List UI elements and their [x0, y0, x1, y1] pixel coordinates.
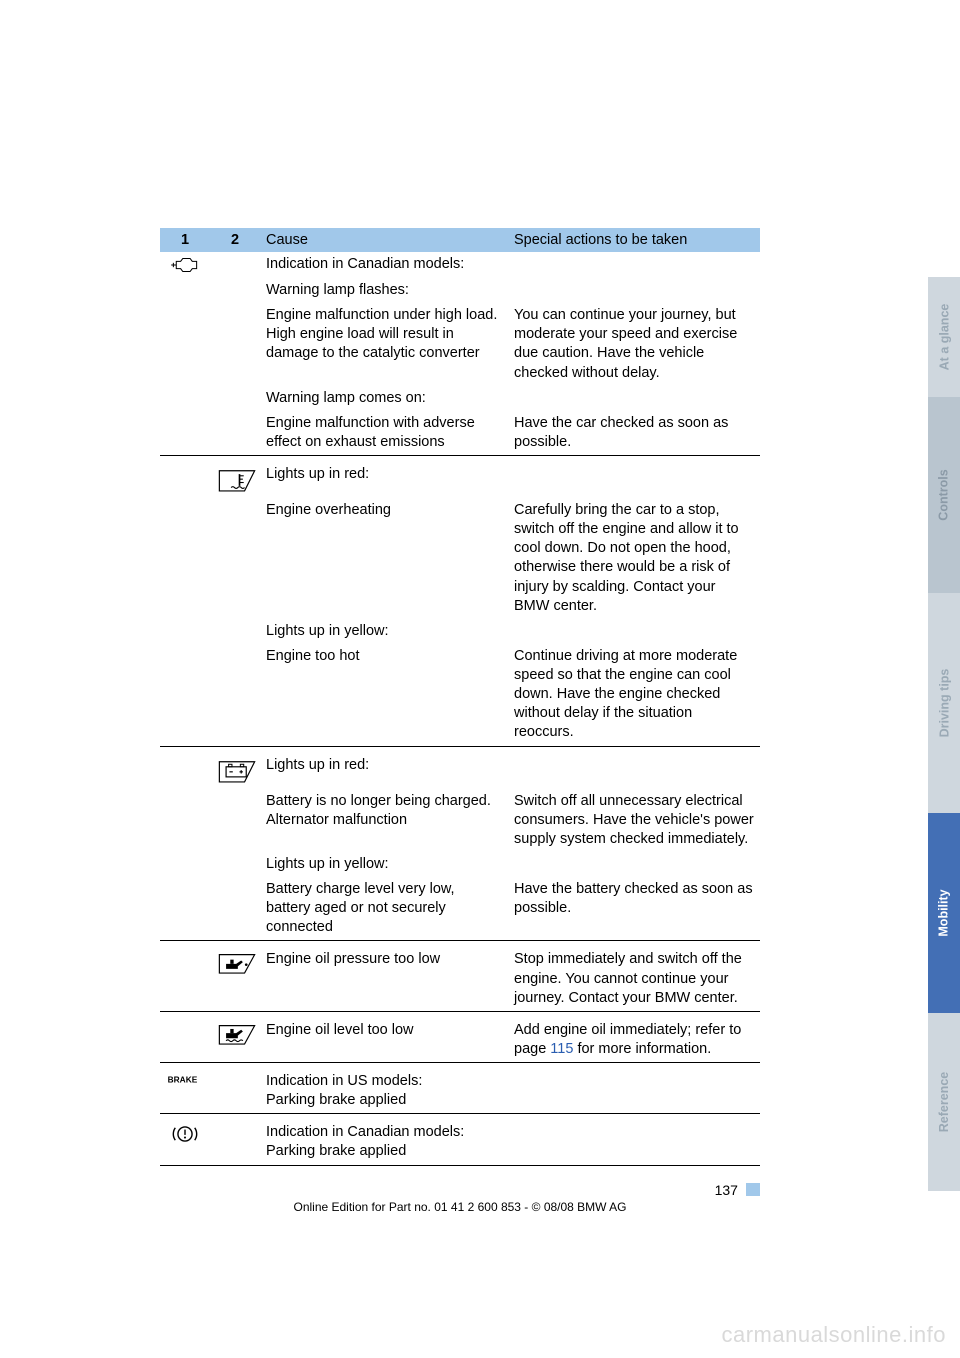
header-col-2: 2	[210, 228, 260, 252]
table-row: Engine oil pressure too lowStop immediat…	[160, 947, 760, 1011]
table-row: Warning lamp flashes:	[160, 278, 760, 303]
action-cell	[508, 278, 760, 303]
action-cell	[508, 852, 760, 877]
temperature-icon	[216, 465, 258, 495]
table-row: Engine too hotContinue driving at more m…	[160, 644, 760, 746]
side-tab-driving-tips[interactable]: Driving tips	[928, 593, 960, 813]
cause-cell: Indication in Canadian models:	[260, 252, 508, 278]
cause-cell: Engine oil pressure too low	[260, 947, 508, 1011]
brake-text-icon: BRAKE	[166, 1072, 206, 1088]
online-edition-line: Online Edition for Part no. 01 41 2 600 …	[160, 1200, 760, 1214]
header-action: Special actions to be taken	[508, 228, 760, 252]
oilcan-icon	[216, 950, 258, 976]
cause-cell: Engine too hot	[260, 644, 508, 746]
table-row: Lights up in red:	[160, 753, 760, 789]
cause-cell: Lights up in red:	[260, 753, 508, 789]
action-cell	[508, 252, 760, 278]
header-col-1: 1	[160, 228, 210, 252]
cause-cell: Engine oil level too low	[260, 1018, 508, 1063]
table-header-row: 1 2 Cause Special actions to be taken	[160, 228, 760, 252]
table-row: Lights up in red:	[160, 462, 760, 498]
content: 1 2 Cause Special actions to be taken In…	[160, 228, 760, 1172]
page-number-block: 137	[160, 1182, 760, 1199]
cause-cell: Warning lamp flashes:	[260, 278, 508, 303]
action-cell	[508, 1120, 760, 1165]
cause-cell: Lights up in yellow:	[260, 852, 508, 877]
table-row: BRAKE Indication in US models:Parking bra…	[160, 1069, 760, 1114]
table-row: Engine overheatingCarefully bring the ca…	[160, 498, 760, 619]
table-row: Battery is no longer being charged. Alte…	[160, 789, 760, 852]
action-cell	[508, 619, 760, 644]
warning-lamp-table: 1 2 Cause Special actions to be taken In…	[160, 228, 760, 1172]
table-row: Lights up in yellow:	[160, 619, 760, 644]
side-tab-reference[interactable]: Reference	[928, 1013, 960, 1191]
cause-cell: Warning lamp comes on:	[260, 386, 508, 411]
watermark: carmanualsonline.info	[721, 1322, 946, 1348]
cause-cell: Lights up in yellow:	[260, 619, 508, 644]
table-row: Battery charge level very low, battery a…	[160, 877, 760, 941]
table-row: Warning lamp comes on:	[160, 386, 760, 411]
side-tab-at-a-glance[interactable]: At a glance	[928, 277, 960, 397]
cause-cell: Engine overheating	[260, 498, 508, 619]
side-tab-label: Reference	[937, 1072, 951, 1132]
cause-cell: Battery charge level very low, battery a…	[260, 877, 508, 941]
side-tab-label: Mobility	[937, 889, 951, 936]
page: At a glance Controls Driving tips Mobility R…	[0, 0, 960, 1358]
page-number: 137	[715, 1182, 738, 1198]
action-cell: Have the battery checked as soon as poss…	[508, 877, 760, 941]
action-cell: Have the car checked as soon as possible…	[508, 411, 760, 456]
cause-cell: Engine malfunction under high load. High…	[260, 303, 508, 386]
header-cause: Cause	[260, 228, 508, 252]
cause-cell: Engine malfunction with adverse effect o…	[260, 411, 508, 456]
action-cell: Stop immediately and switch off the engi…	[508, 947, 760, 1011]
brake-circle-icon	[170, 1123, 200, 1145]
table-row: Engine malfunction with adverse effect o…	[160, 411, 760, 456]
action-cell: Continue driving at more moderate speed …	[508, 644, 760, 746]
table-row: Engine oil level too lowAdd engine oil i…	[160, 1018, 760, 1063]
action-cell: You can continue your journey, but moder…	[508, 303, 760, 386]
table-row: Lights up in yellow:	[160, 852, 760, 877]
battery-icon	[216, 756, 258, 786]
oil-level-icon	[216, 1021, 258, 1047]
page-number-bar	[746, 1183, 760, 1196]
table-row: Indication in Canadian models:Parking br…	[160, 1120, 760, 1165]
cause-cell: Battery is no longer being charged. Alte…	[260, 789, 508, 852]
action-cell: Add engine oil immediately; refer to pag…	[508, 1018, 760, 1063]
engine-icon	[169, 255, 201, 275]
table-row: Indication in Canadian models:	[160, 252, 760, 278]
cause-cell: Indication in Canadian models:Parking br…	[260, 1120, 508, 1165]
side-tab-label: Controls	[937, 469, 951, 520]
side-tab-mobility[interactable]: Mobility	[928, 813, 960, 1013]
side-tab-controls[interactable]: Controls	[928, 397, 960, 593]
action-cell: Switch off all unnecessary electrical co…	[508, 789, 760, 852]
action-cell	[508, 462, 760, 498]
side-tab-label: At a glance	[937, 304, 951, 371]
side-tab-label: Driving tips	[937, 669, 951, 738]
svg-text:BRAKE: BRAKE	[168, 1075, 198, 1085]
action-cell	[508, 753, 760, 789]
table-row: Engine malfunction under high load. High…	[160, 303, 760, 386]
page-reference[interactable]: 115	[550, 1041, 573, 1057]
action-cell	[508, 386, 760, 411]
table-separator	[160, 1165, 760, 1172]
action-cell: Carefully bring the car to a stop, switc…	[508, 498, 760, 619]
cause-cell: Indication in US models:Parking brake ap…	[260, 1069, 508, 1114]
action-cell	[508, 1069, 760, 1114]
cause-cell: Lights up in red:	[260, 462, 508, 498]
